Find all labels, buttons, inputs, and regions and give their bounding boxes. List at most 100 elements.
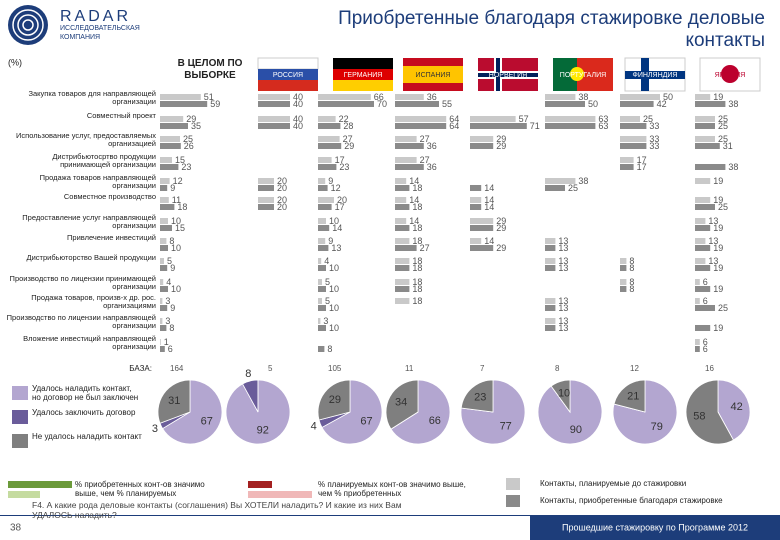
page-number: 38 <box>10 523 22 534</box>
bar-label: 13 <box>558 296 568 306</box>
bar-label: 8 <box>629 277 634 287</box>
bar <box>318 279 322 285</box>
bar <box>620 279 627 285</box>
bar-label: 3 <box>165 316 170 326</box>
category-label: Производство по лицензии принимающей орг… <box>9 274 156 291</box>
category-label: Предоставление услуг направляющей органи… <box>22 213 156 230</box>
bar-label: 17 <box>637 155 647 165</box>
bar <box>318 298 322 304</box>
category-label: Дистрибьютосртво продукции принимающей о… <box>52 152 156 169</box>
bar-label: 19 <box>713 223 723 233</box>
bar <box>160 279 164 285</box>
panel-name: ЯПОНИЯ <box>715 72 746 79</box>
unit: (%) <box>8 57 22 67</box>
bar-label: 8 <box>629 284 634 294</box>
bar-label: 13 <box>558 303 568 313</box>
bar <box>470 225 494 231</box>
bar-label: 9 <box>328 176 333 186</box>
bar <box>395 225 410 231</box>
bar <box>545 318 556 324</box>
bar <box>318 116 336 122</box>
bar-label: 4 <box>166 277 171 287</box>
bar <box>695 325 711 331</box>
base-value: 16 <box>705 364 714 373</box>
bar <box>470 143 494 149</box>
bar-label: 8 <box>169 236 174 246</box>
bar <box>545 238 556 244</box>
category-label: Вложение инвестиций направляющей организ… <box>23 334 156 351</box>
bar-label: 25 <box>643 114 653 124</box>
bar <box>160 346 165 352</box>
legend-swatch <box>12 410 28 424</box>
bar-label: 13 <box>708 256 718 266</box>
bar-label: 36 <box>427 92 437 102</box>
question: F4. А какие рода деловые контакты (согла… <box>32 500 402 520</box>
bar <box>160 339 161 345</box>
base-value: 5 <box>268 364 273 373</box>
base-label: БАЗА: <box>129 364 152 373</box>
bar-label: 38 <box>578 92 588 102</box>
bar-label: 8 <box>169 323 174 333</box>
legend-label: % приобретенных конт-ов значимо выше, че… <box>75 480 205 498</box>
bar <box>470 116 516 122</box>
bar <box>545 185 565 191</box>
bar <box>695 279 700 285</box>
pie-label: 92 <box>257 425 269 437</box>
bar-label: 20 <box>277 183 287 193</box>
pie-slice <box>460 379 526 445</box>
bar-label: 18 <box>412 223 422 233</box>
bar-label: 13 <box>708 236 718 246</box>
bar <box>395 238 410 244</box>
bar <box>395 298 410 304</box>
bar <box>695 346 700 352</box>
bar <box>160 143 181 149</box>
bar-label: 27 <box>343 134 353 144</box>
bar-label: 40 <box>293 114 303 124</box>
legend-label: Удалось заключить договор <box>32 408 136 417</box>
bar <box>318 258 322 264</box>
bar <box>545 265 556 271</box>
bar-label: 20 <box>337 195 347 205</box>
bar-label: 27 <box>420 155 430 165</box>
pie-label: 67 <box>201 415 213 427</box>
bar-label: 14 <box>484 195 494 205</box>
bar <box>470 218 494 224</box>
bar-label: 55 <box>442 99 452 109</box>
bar-label: 27 <box>420 134 430 144</box>
bar-label: 35 <box>191 121 201 131</box>
bar <box>160 178 170 184</box>
pie-slice <box>717 379 751 441</box>
bar-label: 13 <box>558 236 568 246</box>
pie-slice <box>321 379 383 445</box>
bar-label: 23 <box>339 162 349 172</box>
pie-slice <box>613 379 646 413</box>
bar-label: 19 <box>713 176 723 186</box>
bar <box>545 101 585 107</box>
panel-name: ФИНЛЯНДИЯ <box>633 72 678 79</box>
bar-label: 14 <box>332 223 342 233</box>
bar-label: 19 <box>713 195 723 205</box>
bar-label: 23 <box>181 162 191 172</box>
legend-label: Не удалось наладить контакт <box>32 432 142 441</box>
bar-label: 9 <box>328 236 333 246</box>
bar-label: 10 <box>171 284 181 294</box>
pie-label: 66 <box>429 415 441 427</box>
bar-label: 13 <box>558 243 568 253</box>
category-label: Закупка товаров для направляющей организ… <box>28 89 156 106</box>
bar-label: 9 <box>170 183 175 193</box>
bar-label: 17 <box>637 162 647 172</box>
bar-label: 6 <box>168 344 173 354</box>
bar <box>695 238 706 244</box>
category-label: Продажа товаров, произв-х др. рос. орган… <box>31 293 156 310</box>
bar <box>695 116 715 122</box>
bar <box>620 164 634 170</box>
bar-label: 50 <box>663 92 673 102</box>
bar-label: 19 <box>713 92 723 102</box>
bar <box>160 265 168 271</box>
bar-label: 3 <box>323 316 328 326</box>
bar-label: 70 <box>377 99 387 109</box>
pie-label: 58 <box>693 411 705 423</box>
bar <box>395 286 410 292</box>
bar-label: 19 <box>713 284 723 294</box>
bar-label: 36 <box>427 141 437 151</box>
